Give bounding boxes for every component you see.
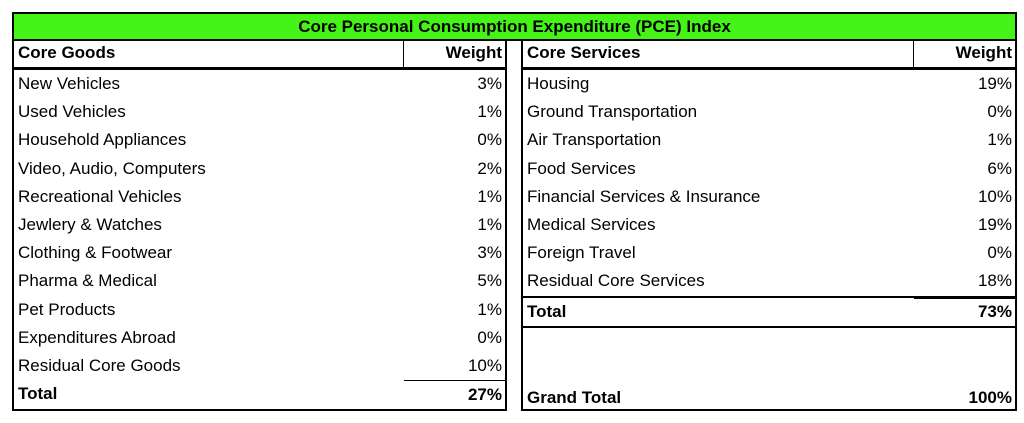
core-goods-total-row: Total 27%	[14, 380, 505, 408]
item-weight: 6%	[987, 158, 1012, 178]
item-name: Video, Audio, Computers	[18, 158, 206, 178]
item-weight: 0%	[987, 102, 1012, 122]
item-weight: 1%	[477, 186, 502, 206]
item-name: Used Vehicles	[18, 102, 126, 122]
total-value: 73%	[914, 297, 1015, 326]
item-weight: 1%	[477, 299, 502, 319]
table-row: Video, Audio, Computers 2%	[14, 155, 505, 183]
item-name: Pet Products	[18, 299, 116, 319]
total-label: Total	[18, 384, 58, 404]
item-weight: 1%	[477, 215, 502, 235]
core-services-weight-header: Weight	[955, 43, 1012, 62]
pce-table: Core Personal Consumption Expenditure (P…	[12, 12, 1017, 413]
table-row: Used Vehicles 1%	[14, 98, 505, 126]
table-row: Pharma & Medical 5%	[14, 267, 505, 295]
core-services-total-row: Total 73%	[523, 295, 1015, 328]
item-name: Financial Services & Insurance	[527, 186, 761, 206]
item-name: Ground Transportation	[527, 102, 698, 122]
table-title: Core Personal Consumption Expenditure (P…	[12, 12, 1017, 41]
core-services-panel: Core Services Weight Housing 19% Ground T…	[521, 39, 1017, 411]
table-row: Housing 19%	[523, 70, 1015, 98]
table-row: Ground Transportation 0%	[523, 98, 1015, 126]
core-services-header: Core Services	[523, 39, 914, 67]
grand-total-label: Grand Total	[527, 387, 622, 407]
item-name: Pharma & Medical	[18, 271, 157, 291]
item-weight: 18%	[977, 271, 1012, 291]
item-weight: 19%	[977, 74, 1012, 94]
table-row: Food Services 6%	[523, 155, 1015, 183]
item-weight: 3%	[477, 74, 502, 94]
item-name: Medical Services	[527, 215, 656, 235]
item-weight: 3%	[477, 243, 502, 263]
item-name: Household Appliances	[18, 130, 187, 150]
item-weight: 5%	[477, 271, 502, 291]
item-name: Residual Core Goods	[18, 355, 181, 375]
item-name: Air Transportation	[527, 130, 662, 150]
table-row: Expenditures Abroad 0%	[14, 324, 505, 352]
total-value: 27%	[404, 380, 505, 408]
table-row: Recreational Vehicles 1%	[14, 183, 505, 211]
core-goods-weight-header: Weight	[445, 43, 502, 62]
item-name: Food Services	[527, 158, 636, 178]
table-row: Air Transportation 1%	[523, 126, 1015, 154]
item-weight: 0%	[477, 130, 502, 150]
item-weight: 1%	[477, 102, 502, 122]
blank-space	[523, 328, 1015, 384]
item-name: Recreational Vehicles	[18, 186, 182, 206]
item-name: Foreign Travel	[527, 243, 636, 263]
item-name: Residual Core Services	[527, 271, 705, 291]
core-services-header-row: Core Services Weight	[523, 39, 1015, 70]
item-name: Expenditures Abroad	[18, 327, 176, 347]
table-row: New Vehicles 3%	[14, 70, 505, 98]
item-weight: 10%	[467, 355, 502, 375]
item-weight: 1%	[987, 130, 1012, 150]
item-weight: 0%	[477, 327, 502, 347]
table-row: Residual Core Services 18%	[523, 267, 1015, 295]
grand-total-row: Grand Total 100%	[523, 384, 1015, 412]
item-name: Jewlery & Watches	[18, 215, 162, 235]
table-row: Residual Core Goods 10%	[14, 352, 505, 380]
item-name: Clothing & Footwear	[18, 243, 173, 263]
total-label: Total	[527, 301, 567, 321]
item-name: New Vehicles	[18, 74, 121, 94]
item-weight: 19%	[977, 215, 1012, 235]
item-name: Housing	[527, 74, 590, 94]
item-weight: 10%	[977, 186, 1012, 206]
core-goods-panel: Core Goods Weight New Vehicles 3% Used Ve…	[12, 39, 507, 411]
table-row: Financial Services & Insurance 10%	[523, 183, 1015, 211]
table-row: Foreign Travel 0%	[523, 239, 1015, 267]
table-row: Clothing & Footwear 3%	[14, 239, 505, 267]
table-row: Pet Products 1%	[14, 296, 505, 324]
core-goods-header: Core Goods	[14, 39, 404, 67]
grand-total-value: 100%	[968, 387, 1012, 407]
core-goods-header-row: Core Goods Weight	[14, 39, 505, 70]
table-row: Household Appliances 0%	[14, 126, 505, 154]
table-row: Medical Services 19%	[523, 211, 1015, 239]
table-row: Jewlery & Watches 1%	[14, 211, 505, 239]
item-weight: 0%	[987, 243, 1012, 263]
item-weight: 2%	[477, 158, 502, 178]
